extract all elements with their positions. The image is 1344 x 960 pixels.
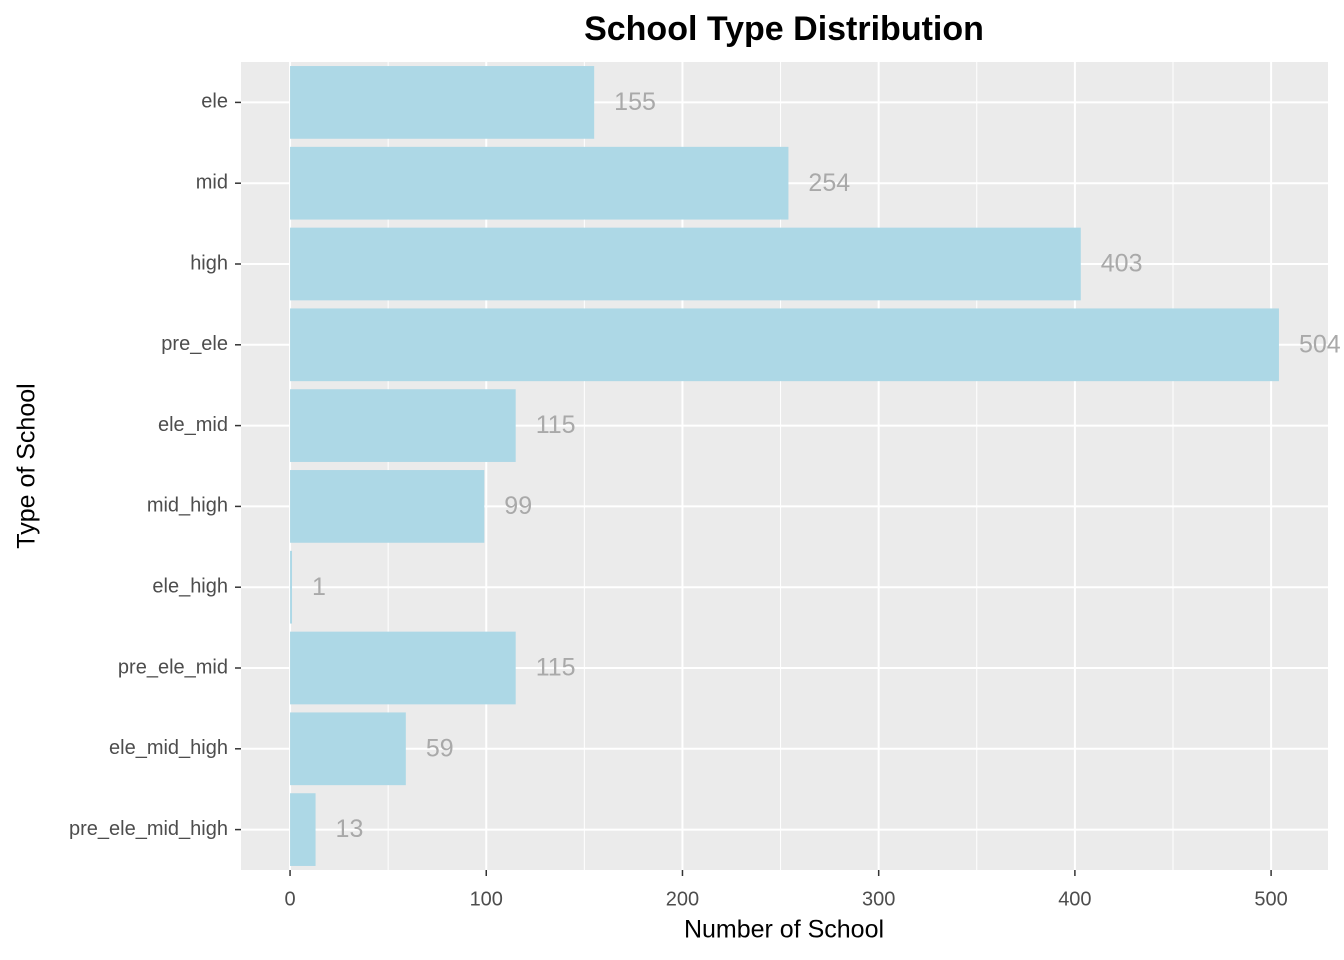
y-tick-label: ele xyxy=(201,91,228,113)
bar xyxy=(290,470,485,543)
x-tick-label: 300 xyxy=(862,888,895,910)
value-label: 59 xyxy=(426,734,454,762)
value-label: 504 xyxy=(1299,330,1341,358)
y-tick-label: high xyxy=(190,252,228,274)
bar xyxy=(290,308,1279,382)
value-label: 254 xyxy=(808,169,850,197)
y-axis-title: Type of School xyxy=(13,383,41,548)
bar xyxy=(290,146,789,220)
bar xyxy=(290,631,516,705)
value-label: 403 xyxy=(1101,250,1143,278)
y-tick-label: ele_mid xyxy=(158,414,228,436)
x-tick-label: 0 xyxy=(284,888,295,910)
y-tick-label: pre_ele_mid xyxy=(118,656,228,678)
bar xyxy=(290,793,316,866)
bar xyxy=(290,66,595,139)
y-tick-label: mid_high xyxy=(147,495,228,517)
bar xyxy=(290,550,293,624)
bar xyxy=(290,227,1081,301)
value-label: 1 xyxy=(312,573,326,601)
value-label: 155 xyxy=(614,88,656,116)
value-label: 115 xyxy=(536,411,576,439)
y-tick-label: ele_high xyxy=(152,575,228,597)
y-tick-label: pre_ele xyxy=(161,333,228,355)
y-tick-label: ele_mid_high xyxy=(109,737,228,759)
y-tick-label: pre_ele_mid_high xyxy=(69,818,228,840)
value-label: 13 xyxy=(336,815,364,843)
x-tick-label: 500 xyxy=(1254,888,1287,910)
value-label: 99 xyxy=(504,492,532,520)
x-tick-label: 100 xyxy=(470,888,503,910)
x-tick-label: 400 xyxy=(1058,888,1091,910)
value-label: 115 xyxy=(536,654,576,682)
chart-title: School Type Distribution xyxy=(584,10,984,48)
bar xyxy=(290,389,516,462)
y-tick-label: mid xyxy=(196,171,228,193)
x-axis-title: Number of School xyxy=(684,916,884,944)
bar xyxy=(290,712,406,786)
x-tick-label: 200 xyxy=(666,888,699,910)
